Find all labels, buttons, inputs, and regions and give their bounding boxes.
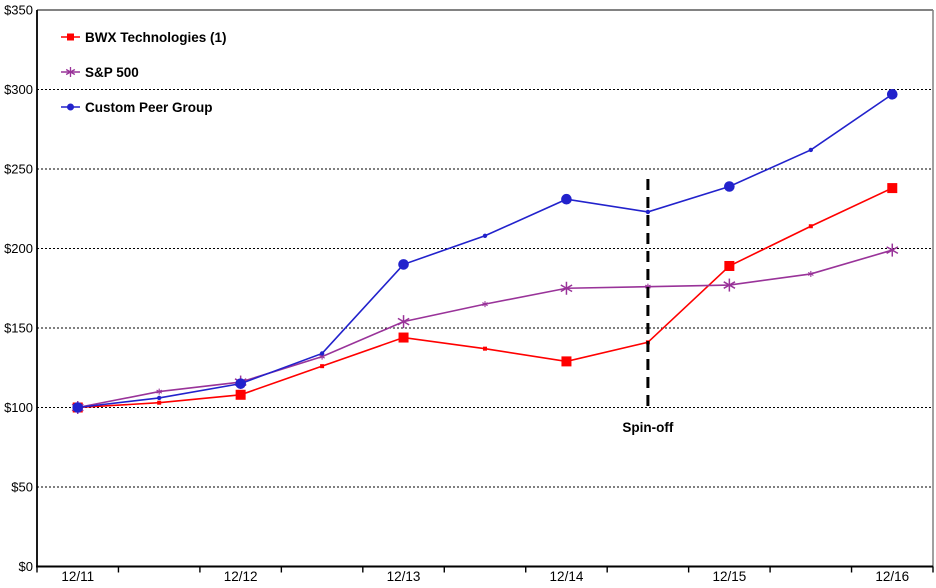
data-point-marker <box>807 270 814 277</box>
y-axis-label: $150 <box>4 321 33 336</box>
data-point-marker <box>398 259 409 270</box>
data-point-marker <box>886 243 899 257</box>
y-axis-label: $0 <box>19 559 33 574</box>
data-point-marker <box>482 301 488 308</box>
data-point-marker <box>560 281 573 295</box>
series-line-1 <box>77 187 893 409</box>
data-point-marker <box>561 356 572 367</box>
x-axis-label: 12/15 <box>712 569 746 584</box>
series-line-2 <box>77 249 893 409</box>
data-point-marker <box>808 224 813 229</box>
data-point-marker <box>235 378 246 389</box>
legend-square-marker-icon <box>67 33 74 41</box>
data-point-marker <box>397 315 410 329</box>
data-point-marker <box>482 233 488 238</box>
spin-off-label: Spin-off <box>622 420 673 435</box>
x-axis-label: 12/11 <box>61 569 94 584</box>
data-point-marker <box>724 181 735 192</box>
data-point-marker <box>723 278 736 292</box>
y-axis-label: $300 <box>4 82 33 97</box>
series-line-3 <box>77 93 893 409</box>
data-point-marker <box>72 402 84 413</box>
data-point-marker <box>320 364 325 369</box>
data-point-marker <box>319 351 325 356</box>
legend-asterisk-marker-icon <box>65 67 76 77</box>
legend-label: S&P 500 <box>85 65 139 80</box>
legend-item-2: S&P 500 <box>61 65 139 80</box>
legend-label: BWX Technologies (1) <box>85 30 227 45</box>
y-axis-label: $350 <box>4 3 33 18</box>
legend-label: Custom Peer Group <box>85 100 213 115</box>
data-point-marker <box>483 346 487 351</box>
x-axis-label: 12/12 <box>224 569 258 584</box>
data-point-marker <box>724 260 735 271</box>
data-point-marker <box>398 332 409 343</box>
x-axis-label: 12/13 <box>387 569 421 584</box>
y-axis-label: $250 <box>4 162 33 177</box>
y-axis-label: $50 <box>11 480 33 495</box>
data-point-marker <box>808 147 814 153</box>
x-axis-label: 12/16 <box>875 569 909 584</box>
data-point-marker <box>645 209 651 215</box>
data-point-marker <box>561 193 572 205</box>
y-axis-label: $100 <box>4 400 33 415</box>
data-point-marker <box>235 389 246 400</box>
legend-item-3: Custom Peer Group <box>61 100 213 115</box>
data-point-marker <box>156 395 162 401</box>
x-axis-label: 12/14 <box>550 569 584 584</box>
data-point-marker <box>886 88 898 100</box>
y-axis-label: $200 <box>4 241 33 256</box>
data-point-marker <box>887 183 898 194</box>
legend-item-1: BWX Technologies (1) <box>61 30 227 45</box>
legend-circle-marker-icon <box>67 103 74 111</box>
data-point-marker <box>157 400 162 405</box>
data-point-marker <box>156 388 163 395</box>
